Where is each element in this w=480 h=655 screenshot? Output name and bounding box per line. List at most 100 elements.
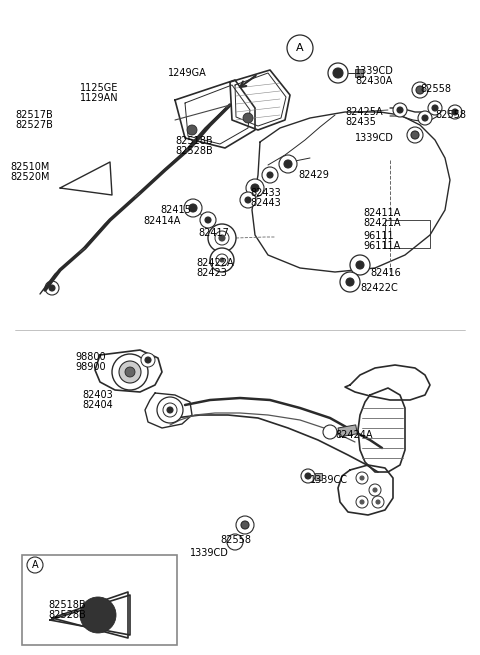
Circle shape bbox=[157, 397, 183, 423]
Text: 82414A: 82414A bbox=[143, 216, 180, 226]
Circle shape bbox=[145, 357, 151, 363]
Circle shape bbox=[323, 425, 337, 439]
Circle shape bbox=[418, 111, 432, 125]
Text: 98800: 98800 bbox=[75, 352, 106, 362]
Circle shape bbox=[356, 472, 368, 484]
Circle shape bbox=[393, 103, 407, 117]
Bar bbox=[338, 425, 357, 437]
Circle shape bbox=[428, 101, 442, 115]
Text: 1339CC: 1339CC bbox=[310, 475, 348, 485]
Circle shape bbox=[411, 131, 419, 139]
Text: 82518B: 82518B bbox=[175, 136, 213, 146]
Circle shape bbox=[372, 496, 384, 508]
Text: 82558: 82558 bbox=[420, 84, 451, 94]
Text: 96111A: 96111A bbox=[363, 241, 400, 251]
Circle shape bbox=[279, 155, 297, 173]
Text: 82510M: 82510M bbox=[10, 162, 49, 172]
Text: 82558: 82558 bbox=[220, 535, 251, 545]
Text: 98900: 98900 bbox=[75, 362, 106, 372]
Text: A: A bbox=[296, 43, 304, 53]
Circle shape bbox=[448, 105, 462, 119]
Circle shape bbox=[112, 354, 148, 390]
Circle shape bbox=[205, 217, 211, 223]
Circle shape bbox=[210, 248, 234, 272]
Bar bbox=[385, 220, 430, 248]
Text: 82404: 82404 bbox=[82, 400, 113, 410]
Circle shape bbox=[200, 212, 216, 228]
Circle shape bbox=[240, 192, 256, 208]
Circle shape bbox=[369, 484, 381, 496]
Circle shape bbox=[119, 361, 141, 383]
Circle shape bbox=[356, 261, 364, 269]
Circle shape bbox=[416, 86, 424, 94]
Text: 82425A: 82425A bbox=[345, 107, 383, 117]
Circle shape bbox=[360, 476, 364, 480]
Circle shape bbox=[412, 82, 428, 98]
Text: 82416: 82416 bbox=[370, 268, 401, 278]
Circle shape bbox=[227, 534, 243, 550]
Text: 82527B: 82527B bbox=[15, 120, 53, 130]
Text: 1129AN: 1129AN bbox=[80, 93, 119, 103]
Text: 82415: 82415 bbox=[160, 205, 191, 215]
Circle shape bbox=[141, 353, 155, 367]
Text: 82558: 82558 bbox=[435, 110, 466, 120]
Circle shape bbox=[187, 125, 197, 135]
Text: 82422A: 82422A bbox=[196, 258, 234, 268]
Text: 1249GA: 1249GA bbox=[168, 68, 207, 78]
Circle shape bbox=[373, 488, 377, 492]
Circle shape bbox=[167, 407, 173, 413]
Text: 82430A: 82430A bbox=[355, 76, 392, 86]
Circle shape bbox=[216, 254, 228, 266]
Circle shape bbox=[49, 285, 55, 291]
Text: 82518B: 82518B bbox=[48, 600, 85, 610]
Circle shape bbox=[360, 500, 364, 504]
Circle shape bbox=[80, 597, 116, 633]
Circle shape bbox=[184, 199, 202, 217]
Circle shape bbox=[189, 204, 197, 212]
Text: 82517B: 82517B bbox=[15, 110, 53, 120]
Text: 82429: 82429 bbox=[298, 170, 329, 180]
Circle shape bbox=[432, 105, 438, 111]
Circle shape bbox=[241, 521, 249, 529]
Circle shape bbox=[267, 172, 273, 178]
Text: 82423: 82423 bbox=[196, 268, 227, 278]
Circle shape bbox=[376, 500, 380, 504]
Circle shape bbox=[219, 235, 225, 241]
Text: 82422C: 82422C bbox=[360, 283, 398, 293]
Circle shape bbox=[27, 557, 43, 573]
Text: 82421A: 82421A bbox=[363, 218, 400, 228]
Circle shape bbox=[452, 109, 458, 115]
Circle shape bbox=[301, 469, 315, 483]
Bar bbox=[315, 473, 322, 480]
Circle shape bbox=[397, 107, 403, 113]
Circle shape bbox=[215, 231, 229, 245]
Circle shape bbox=[163, 403, 177, 417]
Circle shape bbox=[243, 113, 253, 123]
Circle shape bbox=[328, 63, 348, 83]
Circle shape bbox=[305, 473, 311, 479]
Text: 82403: 82403 bbox=[82, 390, 113, 400]
Text: 96111: 96111 bbox=[363, 231, 394, 241]
Text: 1339CD: 1339CD bbox=[355, 66, 394, 76]
Bar bbox=[355, 69, 363, 77]
Circle shape bbox=[422, 115, 428, 121]
Text: 1339CD: 1339CD bbox=[355, 133, 394, 143]
Text: 82411A: 82411A bbox=[363, 208, 400, 218]
Circle shape bbox=[245, 197, 251, 203]
Text: A: A bbox=[32, 560, 38, 570]
Circle shape bbox=[346, 278, 354, 286]
Text: 1339CD: 1339CD bbox=[190, 548, 229, 558]
Circle shape bbox=[246, 179, 264, 197]
Text: 82435: 82435 bbox=[345, 117, 376, 127]
Circle shape bbox=[333, 68, 343, 78]
Circle shape bbox=[208, 224, 236, 252]
Text: 82433: 82433 bbox=[250, 188, 281, 198]
Circle shape bbox=[236, 516, 254, 534]
Text: 82424A: 82424A bbox=[335, 430, 372, 440]
Circle shape bbox=[340, 272, 360, 292]
Circle shape bbox=[125, 367, 135, 377]
Circle shape bbox=[251, 184, 259, 192]
Bar bbox=[22, 555, 177, 645]
Text: 1125GE: 1125GE bbox=[80, 83, 119, 93]
Text: 82520M: 82520M bbox=[10, 172, 49, 182]
